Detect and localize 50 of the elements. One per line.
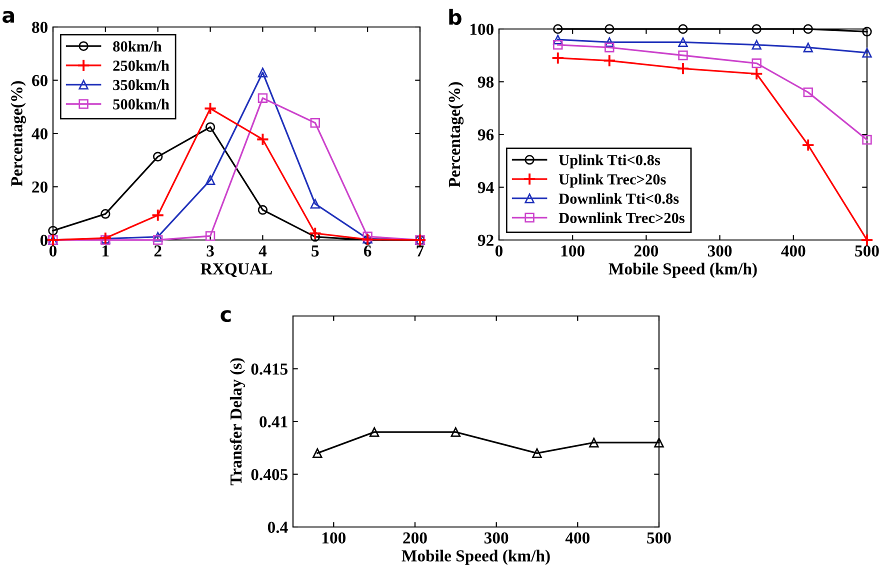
y-tick-label: 92 xyxy=(478,234,494,246)
x-tick-label: 100 xyxy=(561,245,584,257)
legend-label: 500km/h xyxy=(113,98,170,110)
x-tick-label: 100 xyxy=(322,532,346,544)
y-tick-label: 0.41 xyxy=(260,416,288,428)
x-axis-title: RXQUAL xyxy=(200,263,272,278)
chart-title: c xyxy=(220,310,231,322)
y-tick-label: 100 xyxy=(470,24,494,35)
y-tick-label: 0.405 xyxy=(251,468,288,480)
y-tick-label: 20 xyxy=(32,181,48,193)
y-axis-title: Percentage(%) xyxy=(10,81,26,186)
y-tick-label: 40 xyxy=(32,128,48,140)
y-tick-label: 60 xyxy=(32,74,48,86)
x-tick-label: 0 xyxy=(49,245,57,257)
x-tick-label: 500 xyxy=(647,532,671,544)
legend-label: Downlink Trec>20s xyxy=(558,212,685,224)
x-tick-label: 200 xyxy=(403,532,427,544)
x-axis-title: Mobile Speed (km/h) xyxy=(608,262,757,278)
y-axis-title: Transfer Delay (s) xyxy=(230,358,246,486)
x-tick-label: 400 xyxy=(781,245,806,257)
x-tick-label: 1 xyxy=(102,245,109,256)
x-axis-title: Mobile Speed (km/h) xyxy=(402,550,550,565)
x-tick-label: 300 xyxy=(708,245,732,257)
legend-label: 80km/h xyxy=(113,40,162,52)
x-tick-label: 200 xyxy=(634,245,658,257)
chart-title: b xyxy=(449,8,462,25)
x-tick-label: 7 xyxy=(416,246,424,256)
y-tick-label: 0.4 xyxy=(268,522,288,534)
x-tick-label: 6 xyxy=(364,245,372,257)
x-tick-label: 400 xyxy=(565,532,590,544)
x-tick-label: 4 xyxy=(258,245,267,256)
legend-label: Uplink Tti<0.8s xyxy=(558,154,660,168)
y-tick-label: 0.415 xyxy=(251,363,288,375)
legend-label: 250km/h xyxy=(113,60,170,71)
y-tick-label: 80 xyxy=(32,22,48,33)
x-tick-label: 300 xyxy=(484,532,508,544)
y-tick-label: 0 xyxy=(40,234,48,246)
y-tick-label: 94 xyxy=(478,182,494,194)
legend-label: 350km/h xyxy=(113,79,170,90)
x-tick-label: 3 xyxy=(206,245,214,257)
x-tick-label: 0 xyxy=(495,245,503,257)
y-tick-label: 96 xyxy=(478,129,494,140)
x-tick-label: 2 xyxy=(154,245,162,256)
chart-title: a xyxy=(2,11,14,23)
x-tick-label: 5 xyxy=(312,246,319,257)
x-tick-label: 500 xyxy=(855,245,879,257)
legend-label: Downlink Tti<0.8s xyxy=(558,193,679,204)
legend-label: Uplink Trec>20s xyxy=(558,174,666,188)
y-tick-label: 98 xyxy=(478,76,494,88)
y-axis-title: Percentage(%) xyxy=(448,82,464,188)
